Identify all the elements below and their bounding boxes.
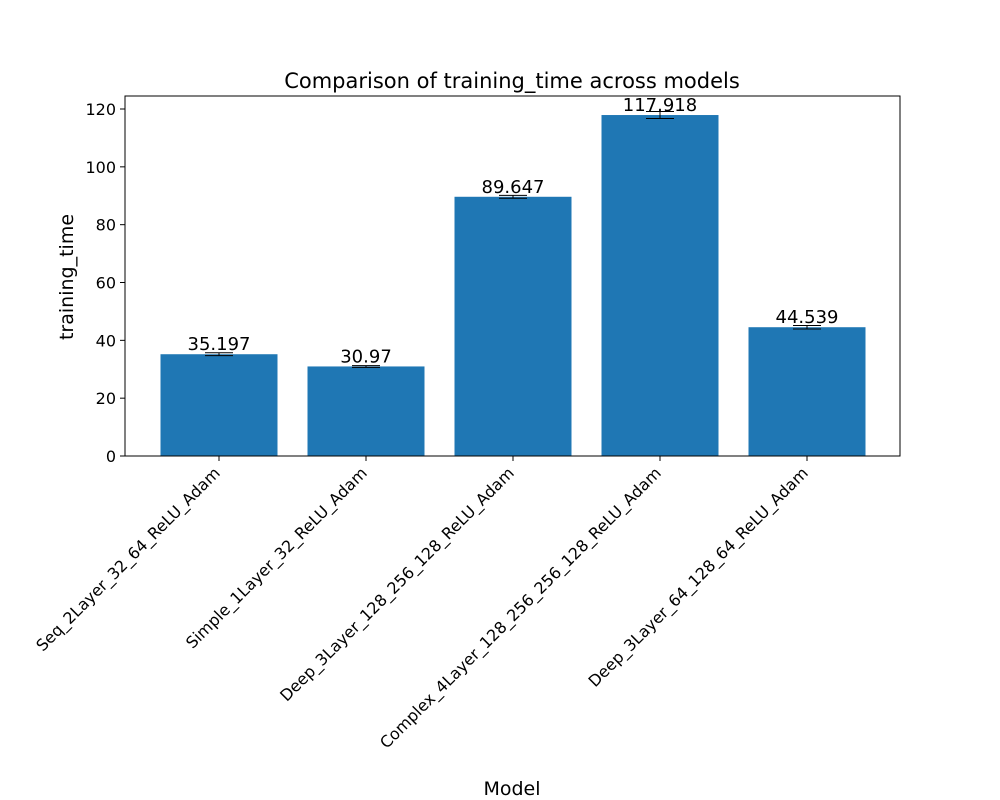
y-tick-label: 20 xyxy=(96,389,116,408)
bar-value-label: 35.197 xyxy=(188,334,251,355)
bar xyxy=(454,196,572,456)
y-tick-label: 80 xyxy=(96,216,116,235)
y-tick-label: 120 xyxy=(85,100,116,119)
bar xyxy=(601,115,719,456)
y-tick-label: 40 xyxy=(96,331,116,350)
data-labels-layer: 35.197 30.97 89.647 117.918 44.539 xyxy=(188,95,839,367)
y-tick-label: 60 xyxy=(96,274,116,293)
error-bars-layer xyxy=(205,111,821,368)
bar-value-label: 30.97 xyxy=(340,346,392,367)
bars-layer xyxy=(160,115,866,456)
y-tick-label: 0 xyxy=(106,447,116,466)
y-axis: 0 20 40 60 80 100 120 xyxy=(85,100,125,466)
y-tick-label: 100 xyxy=(85,158,116,177)
bar-value-label: 44.539 xyxy=(776,307,839,328)
bar-value-label: 117.918 xyxy=(623,95,697,116)
y-axis-title: training_time xyxy=(56,214,78,340)
bar-value-label: 89.647 xyxy=(482,177,545,198)
x-axis-title: Model xyxy=(483,778,540,800)
bar xyxy=(307,366,425,456)
chart-title: Comparison of training_time across model… xyxy=(284,69,740,94)
bar xyxy=(748,327,866,456)
bar xyxy=(160,354,278,456)
